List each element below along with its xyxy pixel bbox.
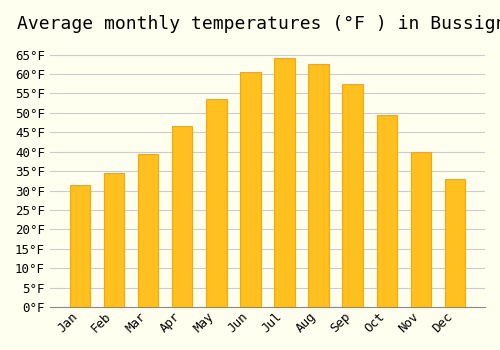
Bar [410, 152, 431, 307]
Bar [342, 84, 363, 307]
Bar [274, 58, 294, 307]
Bar [70, 185, 90, 307]
Bar [104, 173, 124, 307]
Bar [172, 126, 193, 307]
Bar [206, 99, 227, 307]
Bar [376, 115, 397, 307]
Bar [445, 179, 465, 307]
Bar [240, 72, 260, 307]
Title: Average monthly temperatures (°F ) in Bussigny: Average monthly temperatures (°F ) in Bu… [18, 15, 500, 33]
Bar [308, 64, 329, 307]
Bar [138, 154, 158, 307]
